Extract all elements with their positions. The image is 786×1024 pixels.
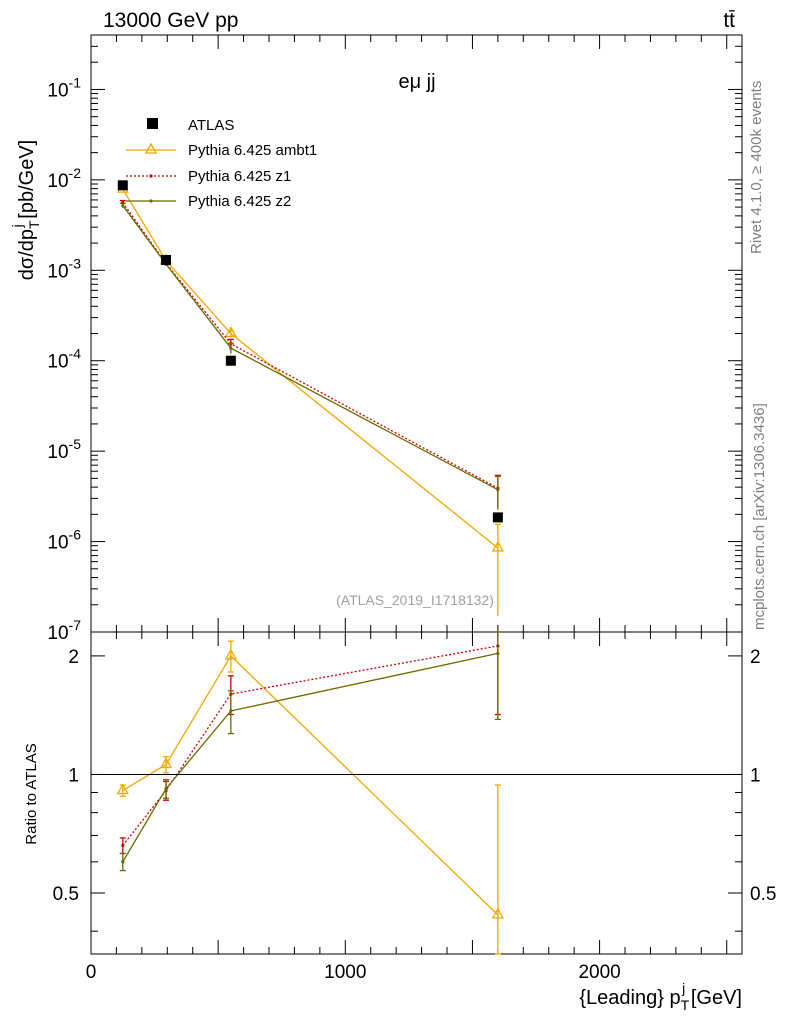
ratio-point-ambt1	[491, 907, 504, 919]
x-tick-label: 1000	[324, 962, 366, 983]
series-point-2	[496, 488, 500, 492]
series-point-ambt1	[224, 326, 237, 338]
legend: ATLAS Pythia 6.425 ambt1 Pythia 6.425 z1…	[126, 117, 317, 210]
x-label-pre: {Leading} p	[579, 987, 680, 1009]
y-label-sub: T	[26, 220, 42, 229]
y-tick-mantissa: 10	[47, 261, 68, 282]
legend-marker-atlas	[147, 118, 158, 129]
analysis-label: (ATLAS_2019_I1718132)	[336, 592, 494, 608]
y-tick-exponent: -3	[69, 255, 82, 271]
y-tick-label: 10-1	[47, 74, 81, 101]
y-tick-mantissa: 10	[47, 171, 68, 192]
ratio-point-ambt1	[116, 783, 129, 795]
ratio-point-ambt1	[224, 648, 237, 660]
y-tick-label: 10-5	[47, 436, 81, 463]
legend-label-z2: Pythia 6.425 z2	[188, 193, 291, 210]
y-tick-exponent: -6	[69, 527, 82, 543]
ratio-y-tick-label-right: 2	[750, 647, 761, 668]
ratio-y-axis-label: Ratio to ATLAS	[23, 743, 40, 844]
y-tick-mantissa: 10	[47, 80, 68, 101]
legend-marker-ambt1	[144, 142, 158, 154]
legend-marker-z1	[149, 174, 153, 178]
y-tick-mantissa: 10	[47, 442, 68, 463]
legend-marker-z2	[149, 199, 153, 203]
x-axis-label: {Leading} pTj [GeV]	[579, 980, 742, 1013]
legend-label-z1: Pythia 6.425 z1	[188, 168, 291, 185]
series-line-1	[122, 202, 499, 489]
ratio-y-tick-label: 0.5	[53, 884, 79, 905]
series-point-2	[229, 346, 233, 350]
ratio-y-tick-label-right: 1	[750, 765, 761, 786]
legend-label-ambt1: Pythia 6.425 ambt1	[188, 142, 317, 159]
atlas-data-point	[117, 180, 128, 191]
x-label-sub: T	[681, 997, 690, 1013]
y-tick-exponent: -5	[69, 436, 82, 452]
series-point-2	[121, 203, 125, 208]
ratio-point-2	[121, 860, 125, 864]
header-right: tt̄	[723, 9, 735, 32]
y-label-sup: j	[9, 224, 25, 228]
y-label-post: [pb/GeV]	[16, 140, 38, 225]
x-label-post: [GeV]	[685, 987, 742, 1009]
x-tick-label: 0	[86, 962, 97, 983]
y-tick-exponent: -7	[69, 617, 82, 633]
ratio-y-tick-label-right: 0.5	[750, 884, 776, 905]
ratio-series-line-1	[122, 645, 498, 846]
y-tick-label: 10-7	[47, 617, 81, 644]
atlas-data-point	[492, 512, 503, 523]
ratio-axis-ticks: 0 1000 2000 0.5 0.5 1 1 2 2	[53, 632, 776, 983]
rivet-version-label: Rivet 4.1.0, ≥ 400k events	[748, 81, 765, 254]
header-left: 13000 GeV pp	[103, 9, 238, 32]
y-tick-label: 10-2	[47, 165, 81, 192]
ratio-series-line-2	[122, 652, 499, 863]
ratio-point-2	[496, 651, 500, 655]
y-label-pre: dσ/dp	[16, 229, 38, 280]
series-line-2	[122, 205, 499, 491]
ratio-point-2	[229, 709, 233, 713]
ratio-point-2	[164, 787, 168, 791]
x-label-sup: j	[681, 980, 685, 996]
y-tick-exponent: -4	[69, 346, 82, 362]
legend-label-atlas: ATLAS	[188, 117, 234, 134]
y-tick-mantissa: 10	[47, 533, 68, 554]
y-tick-label: 10-4	[47, 346, 81, 373]
y-tick-mantissa: 10	[47, 352, 68, 373]
plot-title: eμ jj	[398, 71, 435, 93]
main-series-group	[116, 180, 504, 617]
atlas-data-point	[225, 355, 236, 366]
y-tick-label: 10-3	[47, 255, 81, 282]
series-line-0	[122, 188, 499, 549]
ratio-panel-frame	[90, 631, 743, 955]
atlas-data-point	[161, 254, 172, 265]
series-point-ambt1	[491, 540, 504, 552]
y-tick-exponent: -2	[69, 165, 82, 181]
x-tick-label: 2000	[578, 962, 620, 983]
y-tick-label: 10-6	[47, 527, 81, 554]
ratio-y-tick-label: 1	[68, 765, 79, 786]
y-tick-mantissa: 10	[47, 623, 68, 644]
ratio-y-tick-label: 2	[68, 647, 79, 668]
main-y-axis-label: dσ/dpTj [pb/GeV]	[9, 140, 42, 280]
y-tick-exponent: -1	[69, 74, 82, 90]
mcplots-label: mcplots.cern.ch [arXiv:1306.3436]	[751, 403, 768, 630]
ratio-point-ambt1	[159, 757, 173, 769]
ratio-series-line-0	[122, 654, 499, 916]
ratio-point-1	[121, 843, 125, 848]
ratio-series-group	[116, 631, 504, 955]
main-axis-ticks: 10-110-210-310-410-510-610-7	[47, 34, 742, 644]
